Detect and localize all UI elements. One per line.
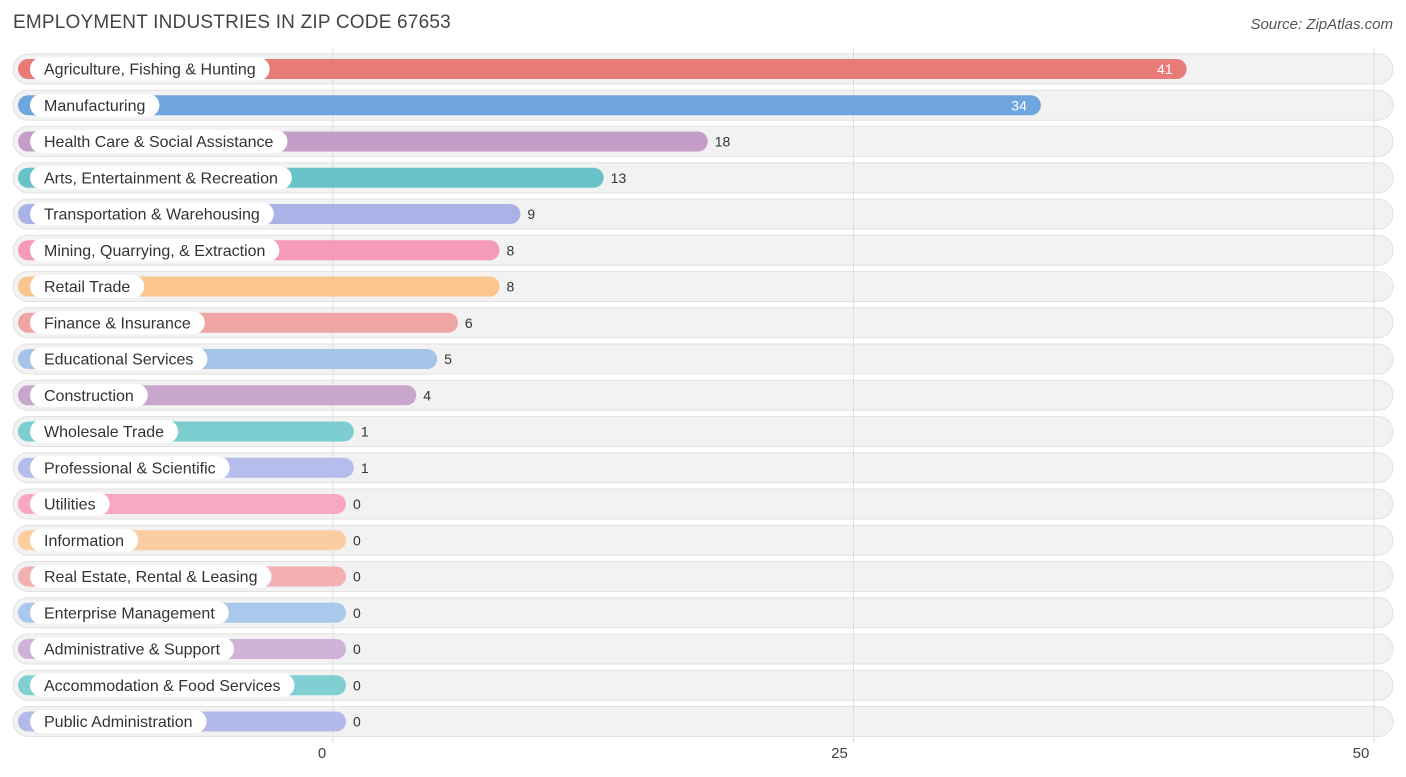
row-track xyxy=(12,452,1394,484)
category-label-pill xyxy=(30,565,272,588)
data-label: 34 xyxy=(1011,97,1027,113)
data-label: 1 xyxy=(361,424,369,440)
category-label: Finance & Insurance xyxy=(44,315,191,332)
data-label: 0 xyxy=(353,532,361,548)
category-label-pill xyxy=(30,166,292,190)
category-label: Accommodation & Food Services xyxy=(44,678,281,695)
category-label-pill xyxy=(30,710,207,733)
category-label: Arts, Entertainment & Recreation xyxy=(44,170,278,187)
data-label: 0 xyxy=(353,677,361,693)
row-track xyxy=(12,416,1394,447)
x-tick-label: 25 xyxy=(831,745,848,762)
category-label-pill xyxy=(30,275,145,298)
data-label: 0 xyxy=(353,605,361,621)
category-label: Real Estate, Rental & Leasing xyxy=(44,569,257,586)
category-label: Public Administration xyxy=(44,714,193,731)
row-track xyxy=(12,524,1394,556)
category-label: Enterprise Management xyxy=(44,605,215,622)
data-label: 13 xyxy=(611,170,627,186)
bar xyxy=(18,59,1187,79)
category-label: Mining, Quarrying, & Extraction xyxy=(44,243,265,260)
row-track xyxy=(12,706,1394,737)
x-tick-label: 0 xyxy=(318,745,326,762)
data-label: 41 xyxy=(1157,61,1173,77)
data-label: 8 xyxy=(507,242,515,258)
category-label-pill xyxy=(30,637,235,661)
category-label: Wholesale Trade xyxy=(44,424,164,441)
row-track xyxy=(12,669,1394,701)
x-tick-label: 50 xyxy=(1353,745,1370,762)
chart-bars: Agriculture, Fishing & Hunting 41Manufact… xyxy=(18,57,1187,733)
data-label: 1 xyxy=(361,460,369,476)
category-label-pill xyxy=(30,528,139,552)
category-label-pill xyxy=(30,492,110,516)
data-label: 5 xyxy=(444,351,452,367)
data-label: 9 xyxy=(527,206,535,222)
category-label-pill xyxy=(30,456,230,480)
category-label-pill xyxy=(30,420,179,443)
data-label: 8 xyxy=(507,279,515,295)
category-label-pill xyxy=(30,311,205,335)
bar xyxy=(18,95,1041,116)
row-track xyxy=(12,561,1394,592)
category-label: Manufacturing xyxy=(44,98,145,115)
category-label-pill xyxy=(30,673,295,697)
category-label: Retail Trade xyxy=(44,279,130,296)
category-label-pill xyxy=(30,57,270,81)
data-label: 6 xyxy=(465,315,473,331)
category-label-pill xyxy=(30,130,288,153)
category-label: Agriculture, Fishing & Hunting xyxy=(44,62,256,79)
category-label: Transportation & Warehousing xyxy=(44,207,260,224)
category-label-pill xyxy=(30,347,208,371)
row-track xyxy=(12,633,1394,665)
category-label-pill xyxy=(30,601,229,625)
category-label-pill xyxy=(30,202,274,226)
category-label: Utilities xyxy=(44,497,96,514)
category-label: Information xyxy=(44,533,124,550)
data-label: 18 xyxy=(715,134,731,150)
category-label-pill xyxy=(30,238,280,262)
data-label: 0 xyxy=(353,569,361,585)
category-label: Health Care & Social Assistance xyxy=(44,134,274,151)
x-axis-ticks: 0 25 50 xyxy=(318,745,1370,762)
category-label: Professional & Scientific xyxy=(44,460,216,477)
category-label-pill xyxy=(30,93,160,117)
data-label: 0 xyxy=(353,496,361,512)
category-label: Construction xyxy=(44,388,134,405)
row-track xyxy=(12,488,1394,520)
data-label: 0 xyxy=(353,641,361,657)
row-track xyxy=(12,597,1394,629)
source-note: Source: ZipAtlas.com xyxy=(1250,16,1393,33)
category-label: Administrative & Support xyxy=(44,642,221,659)
category-label: Educational Services xyxy=(44,352,193,369)
data-label: 0 xyxy=(353,714,361,730)
chart-title: EMPLOYMENT INDUSTRIES IN ZIP CODE 67653 xyxy=(13,12,451,33)
data-label: 4 xyxy=(423,387,431,403)
category-label-pill xyxy=(30,383,148,407)
